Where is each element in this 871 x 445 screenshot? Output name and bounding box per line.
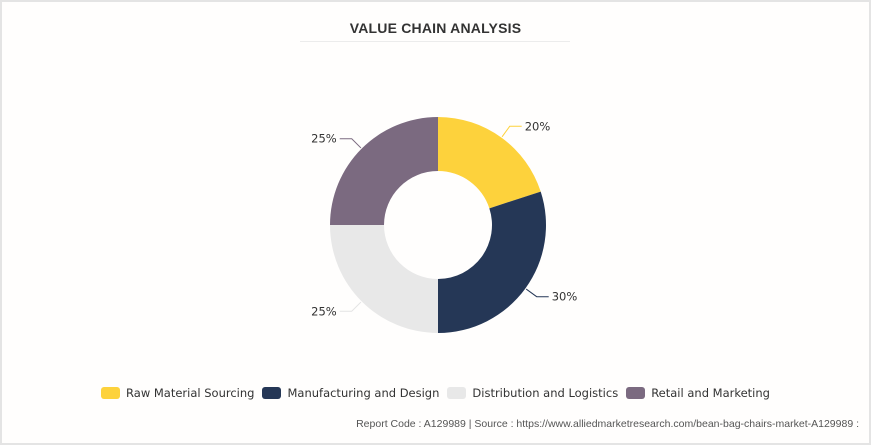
chart-title: VALUE CHAIN ANALYSIS xyxy=(349,20,522,36)
legend-item[interactable]: Retail and Marketing xyxy=(626,386,770,400)
leader-line xyxy=(525,288,549,298)
leader-line xyxy=(501,125,522,138)
donut-slice[interactable] xyxy=(438,117,541,209)
donut-slice[interactable] xyxy=(438,191,546,333)
source-footer: Report Code : A129989 | Source : https:/… xyxy=(356,418,859,430)
data-label: 30% xyxy=(552,290,578,304)
leader-line xyxy=(339,138,362,149)
legend-label: Retail and Marketing xyxy=(651,386,770,400)
legend-swatch xyxy=(262,387,282,399)
data-label: 25% xyxy=(311,304,337,318)
chart-legend: Raw Material Sourcing Manufacturing and … xyxy=(0,386,871,400)
legend-label: Raw Material Sourcing xyxy=(126,386,255,400)
legend-item[interactable]: Manufacturing and Design xyxy=(262,386,439,400)
legend-item[interactable]: Raw Material Sourcing xyxy=(101,386,254,400)
data-label: 20% xyxy=(525,119,551,133)
legend-swatch xyxy=(447,387,467,399)
title-divider xyxy=(300,41,570,42)
leader-line xyxy=(339,301,362,312)
donut-slice[interactable] xyxy=(330,117,438,225)
legend-item[interactable]: Distribution and Logistics xyxy=(447,386,618,400)
donut-slice[interactable] xyxy=(330,225,438,333)
data-label: 25% xyxy=(311,132,337,146)
legend-label: Distribution and Logistics xyxy=(472,386,619,400)
legend-swatch xyxy=(101,387,121,399)
legend-swatch xyxy=(626,387,646,399)
legend-label: Manufacturing and Design xyxy=(287,386,440,400)
